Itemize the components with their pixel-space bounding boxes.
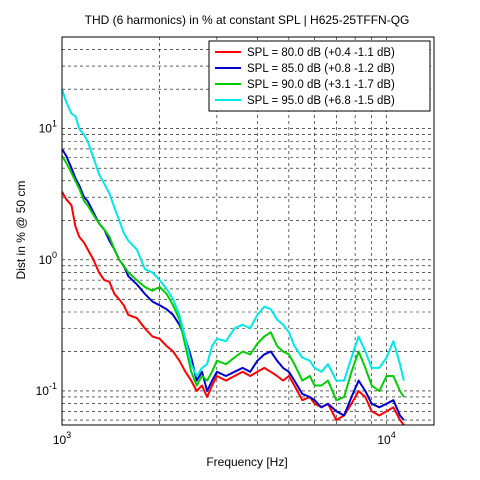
y-tick-label: 101 [39,119,57,136]
x-tick-label: 103 [53,430,71,447]
legend-label: SPL = 95.0 dB (+6.8 -1.5 dB) [247,95,395,107]
y-tick-label: 10-1 [36,381,57,398]
x-axis-label: Frequency [Hz] [206,455,287,469]
plot-frame [61,36,435,426]
y-tick-label: 100 [39,250,57,267]
legend-label: SPL = 90.0 dB (+3.1 -1.7 dB) [247,79,395,91]
series-line-1 [61,191,405,426]
legend: SPL = 80.0 dB (+0.4 -1.1 dB) SPL = 85.0 d… [208,40,431,112]
legend-box [208,40,431,112]
series-line-4 [61,88,405,382]
x-axis-ticks: 103 104 [53,430,396,447]
x-tick-label: 104 [377,430,395,447]
y-axis-ticks: 10-1 100 101 [36,119,57,398]
legend-label: SPL = 85.0 dB (+0.8 -1.2 dB) [247,63,395,75]
series-line-3 [61,155,405,402]
legend-label: SPL = 80.0 dB (+0.4 -1.1 dB) [247,47,395,59]
y-axis-label: Dist in % @ 50 cm [14,181,28,280]
series-lines [61,88,405,426]
chart-title: THD (6 harmonics) in % at constant SPL |… [85,13,410,27]
